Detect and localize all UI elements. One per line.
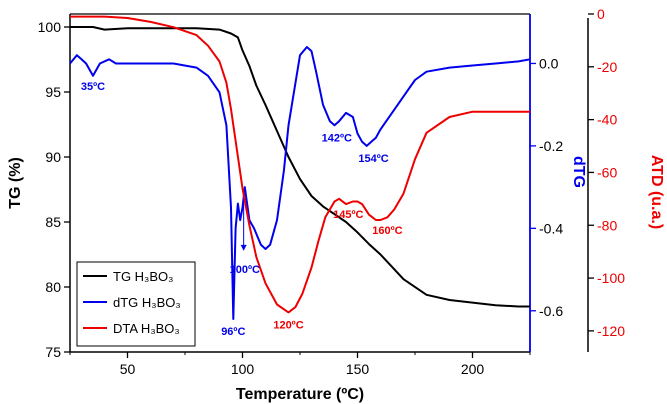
dtg-tick-label: -0.2 (539, 138, 563, 154)
plot-area (69, 13, 589, 353)
peak-annotation: 160ºC (372, 225, 402, 237)
axes-layer: 50 100 150 200 Temperature (ºC) 75 80 85 90 95 100… (7, 6, 665, 403)
dta-tick-label: -100 (597, 270, 625, 286)
legend-label: dTG H₃BO₃ (113, 295, 181, 310)
tg-tick-label: 95 (45, 84, 61, 100)
peak-annotation: 100ºC (230, 264, 260, 276)
dta-tick-label: -20 (597, 59, 617, 75)
dta-tick-label: -80 (597, 217, 617, 233)
peak-annotation: 96ºC (221, 326, 245, 338)
tg-axis-title: TG (%) (7, 157, 24, 209)
tg-tick-label: 85 (45, 214, 61, 230)
annotation-layer: 35ºC 96ºC 100ºC 120ºC 142ºC 154ºC 145ºC 160ºC (81, 81, 403, 338)
dtg-tick-label: 0.0 (539, 55, 559, 71)
x-axis-title: Temperature (ºC) (236, 386, 364, 403)
peak-annotation: 120ºC (273, 319, 303, 331)
peak-annotation: 145ºC (333, 209, 363, 221)
tg-tick-label: 100 (38, 19, 62, 35)
dta-axis-title: ATD (u.a.) (648, 155, 665, 229)
dta-tick-label: 0 (597, 6, 605, 22)
series-layer (69, 15, 531, 320)
dtg-tick-label: -0.6 (539, 303, 563, 319)
series-line-dtg (69, 46, 531, 320)
annotation-arrowhead-100 (240, 244, 247, 251)
legend-label: TG H₃BO₃ (113, 269, 173, 284)
dtg-tick-label: -0.4 (539, 220, 563, 236)
tg-tick-label: 80 (45, 279, 61, 295)
series-line-tg (70, 26, 530, 308)
dta-tick-label: -40 (597, 112, 617, 128)
tg-tick-label: 75 (45, 344, 61, 360)
series-line-dta (70, 15, 530, 314)
dtg-axis-title: dTG (570, 156, 587, 188)
legend-label: DTA H₃BO₃ (113, 321, 180, 336)
dta-tick-label: -120 (597, 323, 625, 339)
x-tick-label: 50 (120, 361, 136, 377)
peak-annotation: 154ºC (358, 153, 388, 165)
x-tick-label: 200 (461, 361, 485, 377)
x-tick-label: 100 (231, 361, 255, 377)
tg-tick-label: 90 (45, 149, 61, 165)
peak-annotation: 142ºC (322, 132, 352, 144)
dta-tick-label: -60 (597, 164, 617, 180)
x-tick-label: 150 (346, 361, 370, 377)
peak-annotation: 35ºC (81, 81, 105, 93)
legend: TG H₃BO₃ dTG H₃BO₃ DTA H₃BO₃ (76, 261, 196, 347)
